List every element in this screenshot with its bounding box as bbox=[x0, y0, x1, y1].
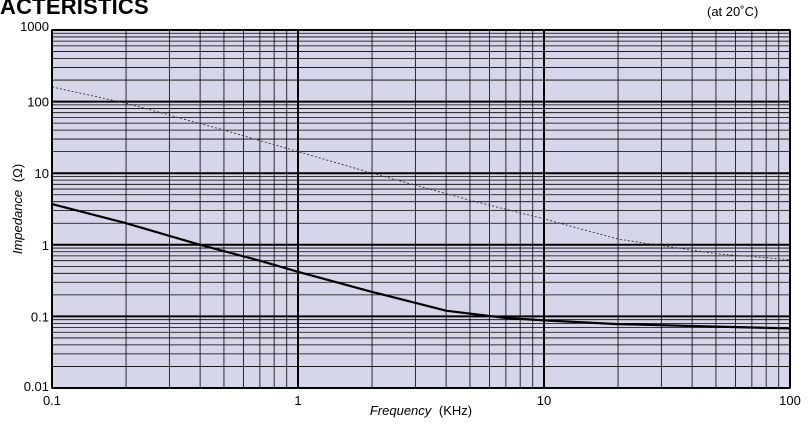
x-tick-label: 1 bbox=[294, 393, 301, 408]
y-tick-label: 0.1 bbox=[31, 309, 49, 324]
plot-area bbox=[52, 30, 790, 388]
x-tick-label: 0.1 bbox=[43, 393, 61, 408]
y-tick-label: 10 bbox=[35, 166, 49, 181]
y-tick-labels: 1000 100 10 1 0.1 0.01 bbox=[20, 19, 49, 394]
series-layer bbox=[51, 86, 791, 330]
x-axis-label-unit: (KHz) bbox=[439, 403, 472, 418]
y-axis-label: Impedance (Ω) bbox=[10, 164, 25, 254]
x-axis-label: Frequency (KHz) bbox=[370, 403, 472, 418]
chart-title-fragment: ACTERISTICS bbox=[0, 0, 149, 19]
x-tick-label: 10 bbox=[537, 393, 551, 408]
x-axis-label-name: Frequency bbox=[370, 403, 433, 418]
temperature-condition-note: (at 20˚C) bbox=[707, 4, 759, 19]
plot-frame bbox=[51, 29, 791, 389]
y-tick-label: 100 bbox=[27, 95, 49, 110]
y-axis-label-unit: (Ω) bbox=[10, 164, 25, 182]
y-tick-label: 1000 bbox=[20, 19, 49, 34]
series-line-1 bbox=[51, 203, 791, 330]
minor-grid bbox=[52, 30, 790, 388]
y-tick-label: 0.01 bbox=[24, 379, 49, 394]
x-tick-labels: 0.1 1 10 100 bbox=[43, 393, 801, 408]
x-tick-label: 100 bbox=[779, 393, 801, 408]
y-axis-label-name: Impedance bbox=[10, 190, 25, 254]
y-tick-label: 1 bbox=[42, 238, 49, 253]
